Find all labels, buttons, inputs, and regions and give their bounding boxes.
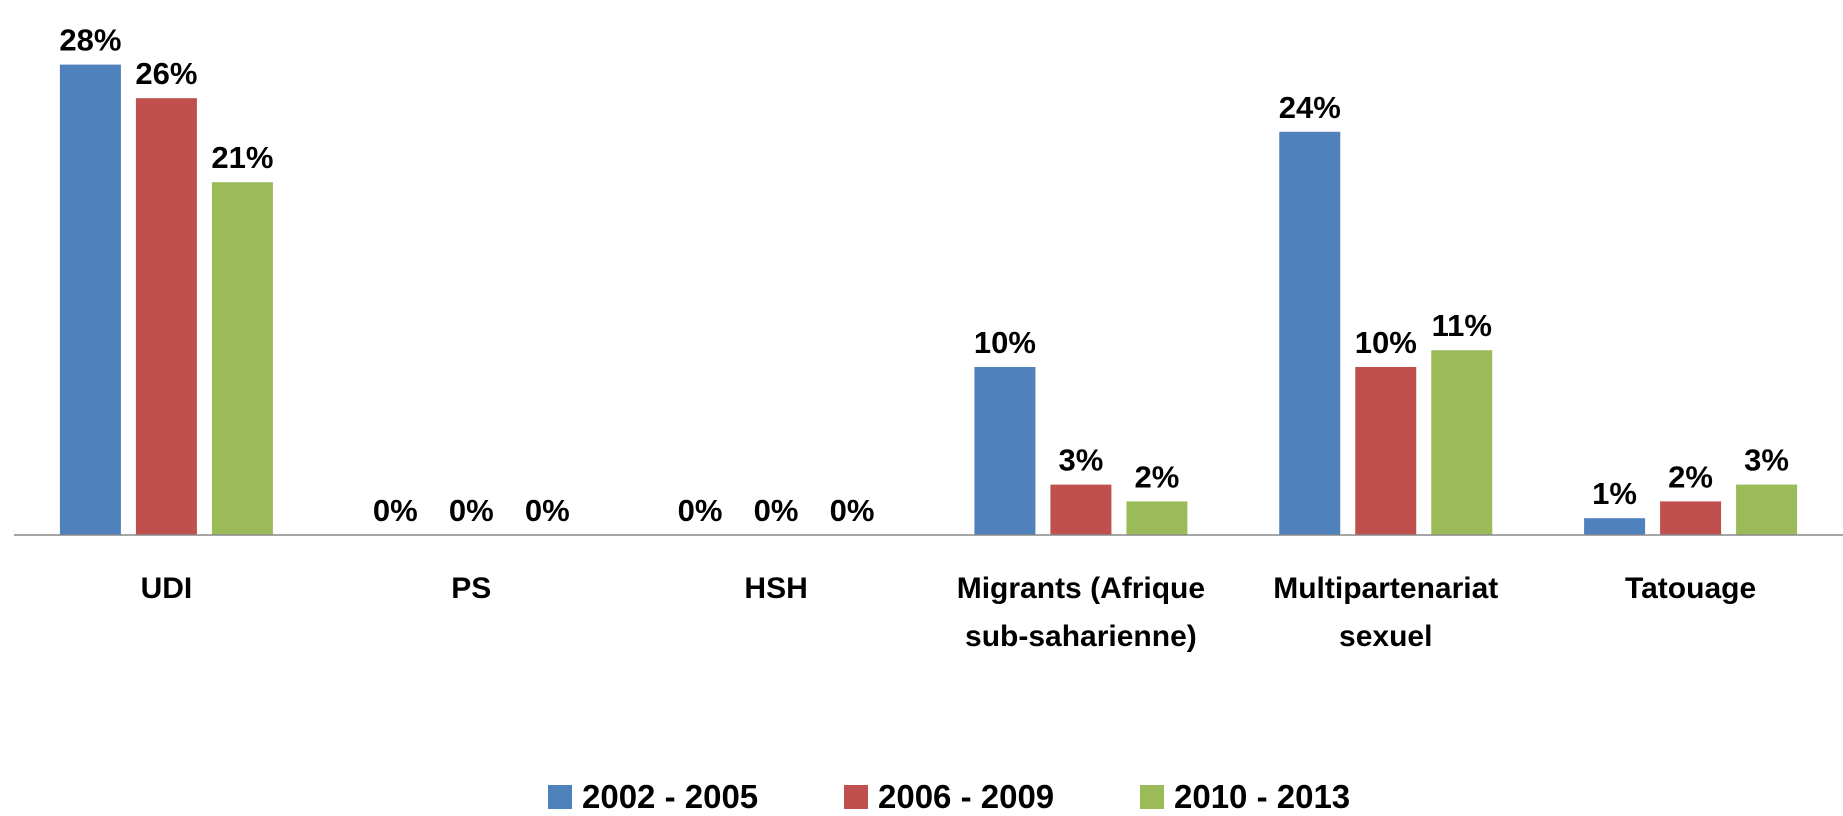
bar [1126,501,1188,535]
legend-label: 2002 - 2005 [582,778,758,815]
x-tick-label: PS [451,572,492,605]
data-label: 1% [1592,476,1637,511]
x-tick-label: HSH [744,572,808,605]
data-label: 24% [1279,90,1341,125]
data-label: 0% [678,493,723,528]
data-label: 3% [1059,443,1104,478]
x-tick-label: Migrants (Afrique sub-saharienne) [956,572,1206,653]
legend-swatch [1140,785,1164,809]
data-label: 26% [135,56,197,91]
x-tick-label: Multipartenariat sexuel [1273,572,1499,653]
bar [1584,518,1646,535]
data-label: 10% [974,325,1036,360]
bar [59,64,121,535]
data-label: 0% [373,493,418,528]
data-label: 11% [1432,308,1492,343]
data-label: 0% [449,493,494,528]
bar [1660,501,1722,535]
legend-label: 2006 - 2009 [878,778,1054,815]
bar [1736,484,1798,535]
legend-swatch [844,785,868,809]
bar [1355,367,1417,535]
data-label: 0% [754,493,799,528]
data-label: 3% [1744,443,1789,478]
bar [974,367,1036,535]
bar [135,98,197,535]
x-tick-label: UDI [140,572,193,605]
bar [211,182,273,535]
data-label: 21% [211,140,273,175]
legend-label: 2010 - 2013 [1174,778,1350,815]
data-label: 0% [525,493,570,528]
bar [1279,131,1341,536]
data-label: 2% [1668,459,1713,494]
x-tick-label: Tatouage [1625,572,1757,605]
legend-swatch [548,785,572,809]
data-label: 0% [830,493,875,528]
data-label: 2% [1135,459,1180,494]
data-label: 28% [59,23,121,58]
data-label: 10% [1355,325,1417,360]
bar [1050,484,1112,535]
bar [1431,350,1493,535]
